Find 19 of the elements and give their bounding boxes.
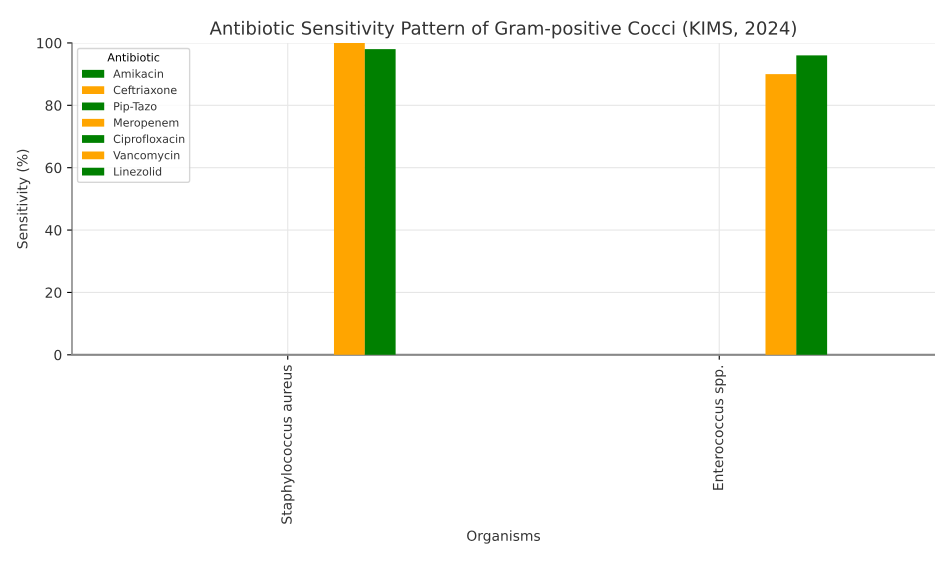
legend-label: Amikacin — [113, 69, 163, 78]
legend-label: Ceftriaxone — [114, 86, 177, 94]
legend-label: Pip-Tazo — [114, 102, 156, 113]
y-tick-label: 60 — [46, 162, 62, 174]
x-tick-label: Staphylococcus aureus — [281, 365, 294, 524]
chart-title: Antibiotic Sensitivity Pattern of Gram-positive Cocci (KIMS, 2024) — [210, 20, 796, 38]
y-axis-title: Sensitivity (%) — [16, 150, 30, 248]
y-tick-label: 80 — [46, 100, 62, 111]
y-tick-label: 100 — [37, 38, 62, 48]
legend-label: Ciprofloxacin — [114, 134, 184, 146]
y-tick-label: 0 — [54, 350, 62, 360]
y-tick-label: 20 — [46, 287, 62, 298]
legend-label: Meropenem — [114, 118, 178, 129]
legend-title: Antibiotic — [107, 52, 160, 62]
legend-label: Vancomycin — [113, 150, 180, 162]
x-tick-label: Enterococcus spp. — [712, 366, 726, 490]
x-axis-title: Organisms — [467, 530, 540, 544]
legend-label: Linezolid — [114, 167, 162, 176]
y-tick-label: 40 — [45, 225, 62, 236]
